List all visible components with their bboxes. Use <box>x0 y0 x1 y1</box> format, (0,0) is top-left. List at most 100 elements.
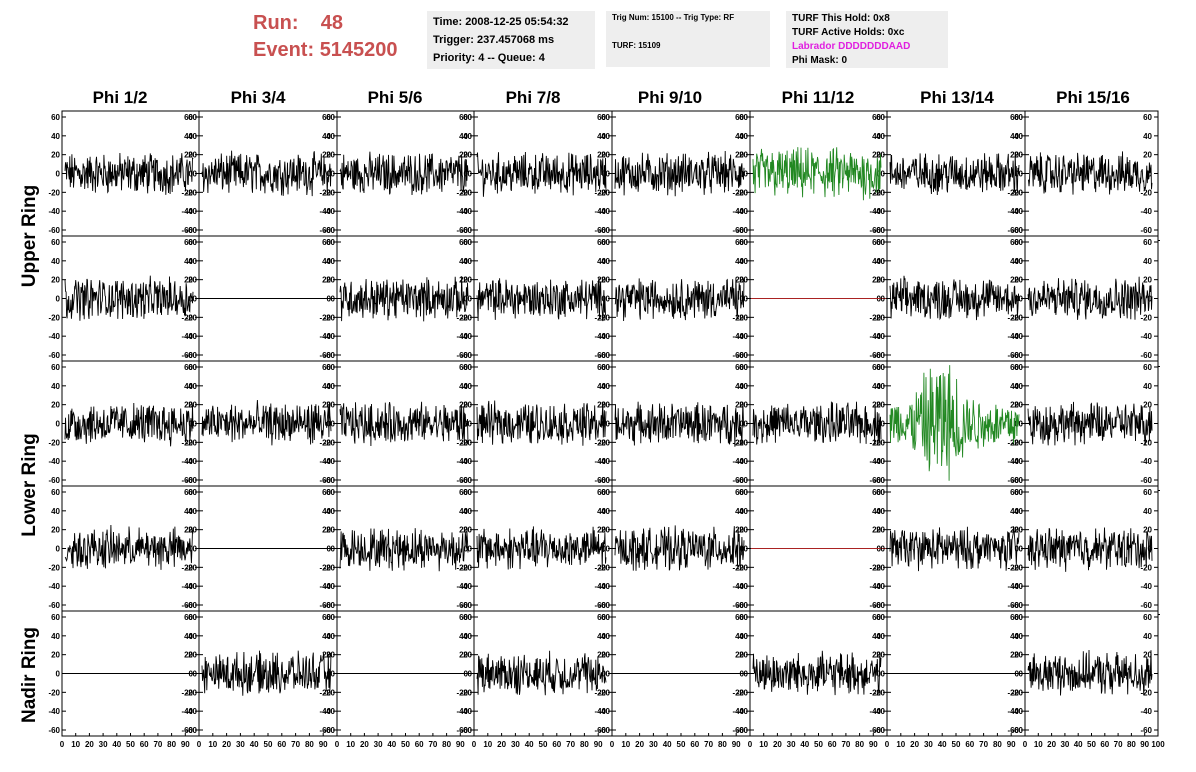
y-tick-label: 20 <box>876 276 885 285</box>
y-tick-label: 40 <box>51 257 60 266</box>
y-tick-label: 40 <box>1014 632 1023 641</box>
y-tick-label: 20 <box>184 651 193 660</box>
x-tick-label: 0 <box>1023 740 1028 749</box>
y-tick-label: -40 <box>181 207 193 216</box>
x-tick-label: 70 <box>291 740 300 749</box>
y-tick-label: 0 <box>1019 670 1024 679</box>
waveform-trace <box>1027 276 1153 320</box>
y-tick-label: -40 <box>319 457 331 466</box>
y-tick-label: -40 <box>48 207 60 216</box>
y-tick-label: 0 <box>468 670 473 679</box>
y-tick-label: 60 <box>1143 238 1152 247</box>
y-tick-label: -40 <box>319 332 331 341</box>
waveform-trace <box>339 276 469 322</box>
y-tick-label: -20 <box>1011 313 1023 322</box>
y-tick-label: -60 <box>594 476 606 485</box>
y-tick-label: 60 <box>188 488 197 497</box>
y-tick-label: 60 <box>601 113 610 122</box>
y-tick-label: 20 <box>322 401 331 410</box>
y-tick-label: -20 <box>594 438 606 447</box>
x-tick-label: 60 <box>965 740 974 749</box>
y-tick-label: 20 <box>184 151 193 160</box>
y-tick-label: 60 <box>51 113 60 122</box>
y-tick-label: -60 <box>1007 476 1019 485</box>
y-tick-label: -20 <box>48 563 60 572</box>
y-tick-label: 20 <box>463 401 472 410</box>
column-header-phi-9-10: Phi 9/10 <box>637 88 703 107</box>
y-tick-label: -60 <box>1140 476 1152 485</box>
y-tick-label: 40 <box>51 632 60 641</box>
x-tick-label: 50 <box>677 740 686 749</box>
x-tick-label: 60 <box>415 740 424 749</box>
y-tick-label: 20 <box>601 151 610 160</box>
waveform-trace <box>339 151 469 196</box>
y-tick-label: -60 <box>869 601 881 610</box>
turf-active-holds-text: TURF Active Holds: 0xc <box>792 27 905 38</box>
y-tick-label: -20 <box>460 188 472 197</box>
edge-tick <box>1158 240 1160 241</box>
y-tick-label: -20 <box>869 313 881 322</box>
y-tick-label: 40 <box>876 382 885 391</box>
y-tick-label: -20 <box>460 563 472 572</box>
column-header-phi-3-4: Phi 3/4 <box>230 88 286 107</box>
x-tick-label: 90 <box>181 740 190 749</box>
y-tick-label: -40 <box>1007 707 1019 716</box>
y-tick-label: -40 <box>1011 332 1023 341</box>
y-tick-label: -40 <box>732 582 744 591</box>
y-tick-label: -60 <box>594 726 606 735</box>
y-tick-label: -40 <box>456 207 468 216</box>
y-tick-label: -40 <box>1011 207 1023 216</box>
y-tick-label: 20 <box>326 401 335 410</box>
y-tick-label: 20 <box>872 276 881 285</box>
trig-num-panel: Trig Num: 15100 -- Trig Type: RF TURF: 1… <box>606 11 770 67</box>
y-tick-label: 40 <box>1010 507 1019 516</box>
waveform-trace <box>476 277 607 322</box>
y-tick-label: 20 <box>1143 651 1152 660</box>
x-tick-label: 60 <box>828 740 837 749</box>
y-tick-label: 60 <box>597 488 606 497</box>
waveform-trace <box>476 151 607 197</box>
y-tick-label: 40 <box>601 257 610 266</box>
y-tick-label: 0 <box>56 295 61 304</box>
y-tick-label: -60 <box>1011 226 1023 235</box>
y-tick-label: 40 <box>1143 632 1152 641</box>
y-tick-label: -60 <box>598 726 610 735</box>
x-tick-label: 90 <box>869 740 878 749</box>
y-tick-label: 40 <box>1143 507 1152 516</box>
y-tick-label: -60 <box>594 601 606 610</box>
y-tick-label: -60 <box>1011 351 1023 360</box>
y-tick-label: 40 <box>735 257 744 266</box>
y-tick-label: 40 <box>322 507 331 516</box>
y-tick-label: 20 <box>1143 401 1152 410</box>
y-tick-label: -60 <box>1140 601 1152 610</box>
y-tick-label: 20 <box>459 276 468 285</box>
y-tick-label: -60 <box>732 351 744 360</box>
y-tick-label: 60 <box>601 363 610 372</box>
y-tick-label: 20 <box>1010 276 1019 285</box>
waveform-trace <box>889 275 1020 321</box>
y-tick-label: -20 <box>460 688 472 697</box>
y-tick-label: -40 <box>869 707 881 716</box>
x-tick-label: 20 <box>222 740 231 749</box>
y-tick-label: 20 <box>876 651 885 660</box>
y-tick-label: -40 <box>456 332 468 341</box>
y-tick-label: 20 <box>51 401 60 410</box>
y-tick-label: -20 <box>1011 563 1023 572</box>
y-tick-label: -40 <box>181 332 193 341</box>
waveform-trace <box>339 401 469 447</box>
y-tick-label: 0 <box>331 670 336 679</box>
x-tick-label: 60 <box>140 740 149 749</box>
y-tick-label: -40 <box>1140 332 1152 341</box>
waveform-trace <box>614 401 745 447</box>
y-tick-label: 40 <box>876 507 885 516</box>
y-tick-label: -20 <box>598 313 610 322</box>
y-tick-label: 40 <box>735 632 744 641</box>
y-tick-label: 40 <box>1143 132 1152 141</box>
y-tick-label: 20 <box>326 276 335 285</box>
y-tick-label: 20 <box>459 651 468 660</box>
y-tick-label: -20 <box>736 313 748 322</box>
y-tick-label: -40 <box>323 457 335 466</box>
y-tick-label: 20 <box>1143 526 1152 535</box>
y-tick-label: 20 <box>597 276 606 285</box>
x-tick-label: 30 <box>374 740 383 749</box>
